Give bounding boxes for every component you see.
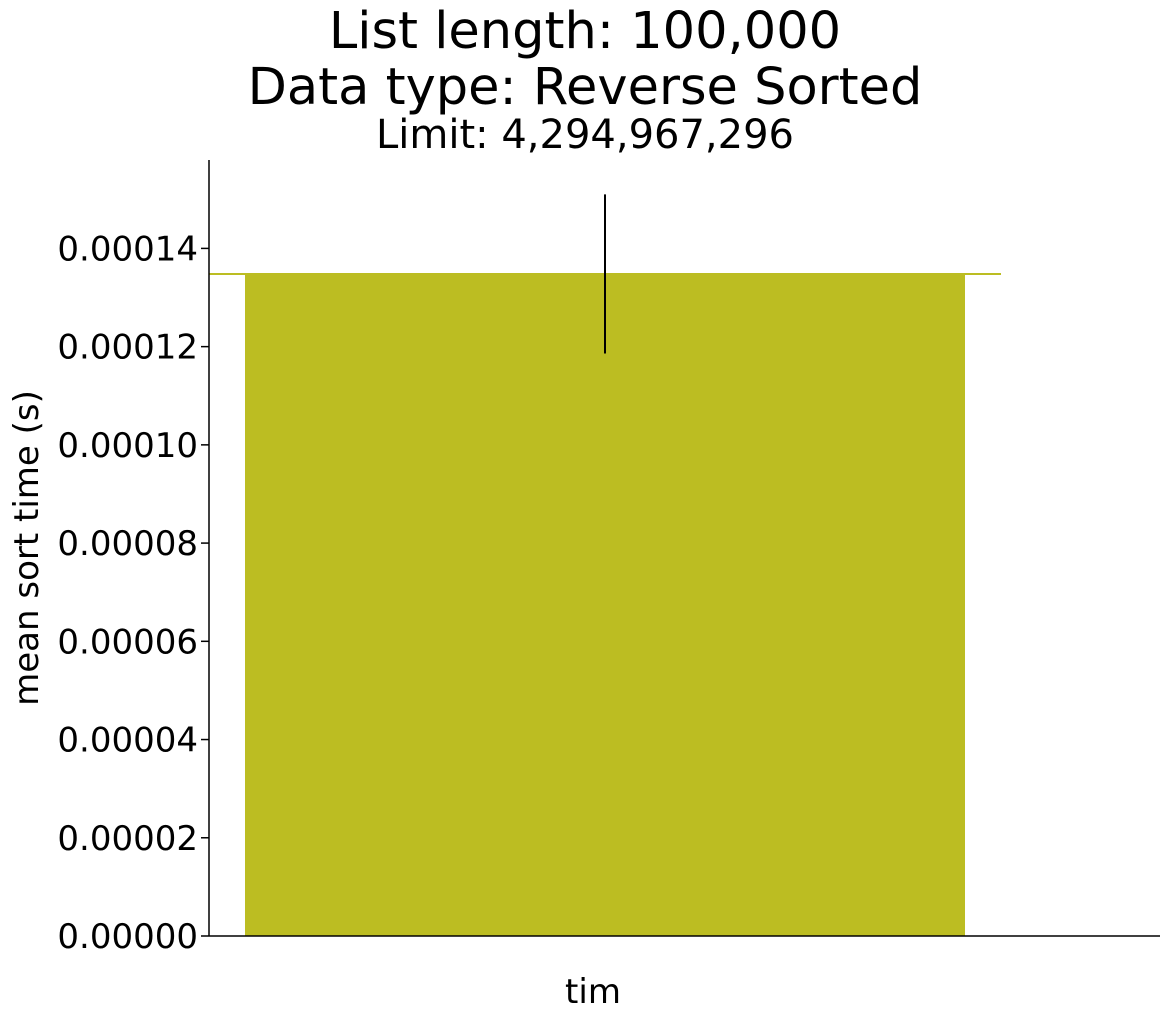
x-tick-label-tim: tim <box>565 972 621 1012</box>
y-tick-label: 0.00012 <box>57 328 198 368</box>
y-axis-label: mean sort time (s) <box>7 390 47 706</box>
y-tick-label: 0.00004 <box>57 721 198 761</box>
y-tick-label: 0.00008 <box>57 524 198 564</box>
bar-tim <box>245 273 965 936</box>
chart-title-data-type: Data type: Reverse Sorted <box>247 58 923 117</box>
y-tick-label: 0.00002 <box>57 819 198 859</box>
y-tick-label: 0.00010 <box>57 426 198 466</box>
y-tick-label: 0.00006 <box>57 622 198 662</box>
chart-title-list-length: List length: 100,000 <box>328 2 842 61</box>
y-tick-label: 0.00014 <box>57 229 198 269</box>
chart-title-limit: Limit: 4,294,967,296 <box>376 112 794 158</box>
y-tick-label: 0.00000 <box>57 917 198 957</box>
